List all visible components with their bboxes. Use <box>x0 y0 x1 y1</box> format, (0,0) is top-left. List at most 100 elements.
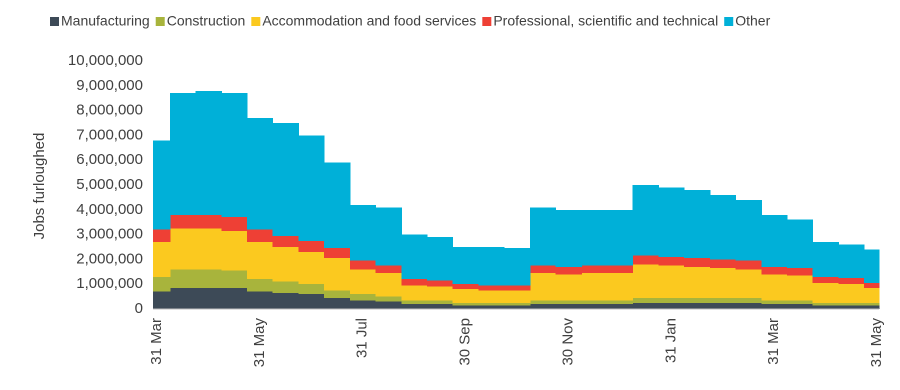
area-segment <box>195 287 222 309</box>
area-segment <box>684 258 711 267</box>
legend-label: Professional, scientific and technical <box>493 13 718 29</box>
area-segment <box>709 297 737 303</box>
area-segment <box>761 304 788 309</box>
area-segment <box>607 209 634 266</box>
area-segment <box>169 214 197 229</box>
area-segment <box>401 279 428 286</box>
area-segment <box>504 302 531 306</box>
area-segment <box>529 300 557 305</box>
area-segment <box>427 300 454 305</box>
area-segment <box>555 304 582 309</box>
area-segment <box>427 237 454 281</box>
area-segment <box>658 297 685 303</box>
area-segment <box>812 282 839 303</box>
area-segment <box>787 304 814 309</box>
y-tick-label: 8,000,000 <box>76 102 143 119</box>
area-segment <box>298 135 325 241</box>
y-tick-label: 3,000,000 <box>76 226 143 243</box>
area-segment <box>684 297 711 303</box>
area-segment <box>864 282 880 288</box>
area-segment <box>632 185 659 256</box>
area-segment <box>452 302 479 306</box>
area-segment <box>761 300 788 305</box>
area-segment <box>247 118 274 230</box>
area-segment <box>838 302 865 306</box>
area-segment <box>735 260 762 270</box>
y-tick-label: 5,000,000 <box>76 176 143 193</box>
area-segment <box>452 305 479 309</box>
area-segment <box>452 247 479 285</box>
area-segment <box>272 235 299 247</box>
area-segment <box>349 260 377 270</box>
area-segment <box>298 240 325 252</box>
area-segment <box>169 93 197 215</box>
area-segment <box>478 247 505 286</box>
area-segment <box>153 229 171 243</box>
area-segment <box>504 290 531 303</box>
area-segment <box>153 140 171 230</box>
area-segment <box>555 209 582 267</box>
area-segment <box>478 290 505 303</box>
area-segment <box>735 269 762 298</box>
area-segment <box>607 300 634 305</box>
area-segment <box>684 189 711 259</box>
area-segment <box>581 304 608 309</box>
area-segment <box>581 265 608 274</box>
area-segment <box>478 305 505 309</box>
area-segment <box>555 266 582 275</box>
legend-swatch <box>251 17 261 26</box>
area-segment <box>221 287 248 309</box>
area-segment <box>812 276 839 283</box>
area-segment <box>272 292 299 309</box>
legend-label: Manufacturing <box>61 13 150 29</box>
x-tick-label: 30 Nov <box>559 318 576 366</box>
area-segment <box>298 284 325 295</box>
area-segment <box>684 266 711 298</box>
area-segment <box>761 214 788 267</box>
area-segment <box>247 279 274 292</box>
area-segment <box>812 242 839 277</box>
area-segment <box>812 302 839 306</box>
x-tick-label: 30 Sep <box>457 318 474 366</box>
area-segment <box>247 242 274 280</box>
area-segment <box>401 285 428 301</box>
legend-label: Other <box>735 13 770 29</box>
area-segment <box>195 228 222 270</box>
area-segment <box>221 217 248 231</box>
area-segment <box>272 247 299 282</box>
y-tick-label: 0 <box>135 300 143 317</box>
area-segment <box>375 265 402 274</box>
area-segment <box>272 281 299 293</box>
area-segment <box>427 304 454 309</box>
area-segment <box>169 228 197 270</box>
area-segment <box>401 234 428 280</box>
area-segment <box>324 162 351 249</box>
area-segment <box>787 268 814 276</box>
area-segment <box>324 297 351 309</box>
legend-label: Construction <box>167 13 246 29</box>
area-segment <box>349 300 377 309</box>
area-segment <box>349 294 377 301</box>
x-tick-label: 31 Jul <box>354 318 371 358</box>
legend-swatch <box>50 17 59 26</box>
area-segment <box>607 265 634 274</box>
area-segment <box>658 302 685 309</box>
area-segment <box>709 259 737 269</box>
y-tick-label: 1,000,000 <box>76 275 143 292</box>
y-tick-label: 4,000,000 <box>76 201 143 218</box>
area-segment <box>864 302 880 306</box>
area-segment <box>658 265 685 298</box>
area-segment <box>581 273 608 301</box>
area-segment <box>153 291 171 309</box>
y-tick-label: 10,000,000 <box>68 52 143 69</box>
area-segment <box>812 305 839 309</box>
area-segment <box>838 244 865 278</box>
legend-label: Accommodation and food services <box>262 13 476 29</box>
area-segment <box>684 302 711 309</box>
area-segment <box>221 230 248 271</box>
y-tick-label: 7,000,000 <box>76 126 143 143</box>
area-segment <box>247 291 274 309</box>
area-segment <box>838 278 865 285</box>
area-segment <box>504 305 531 309</box>
